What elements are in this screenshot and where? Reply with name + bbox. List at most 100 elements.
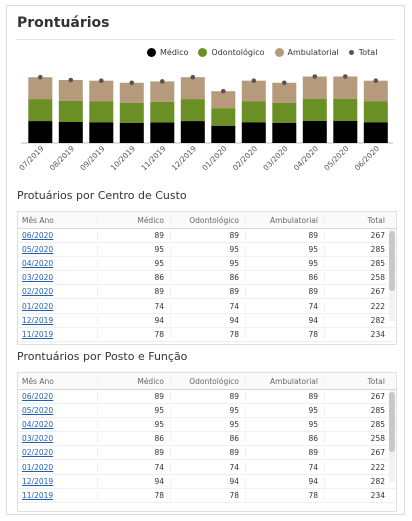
- table1-title: Protuários por Centro de Custo: [17, 189, 187, 202]
- total-point-5[interactable]: [190, 74, 196, 80]
- month-link[interactable]: 12/2019: [22, 315, 54, 325]
- bar-ambulatorial-11[interactable]: [363, 80, 388, 102]
- total-point-6[interactable]: [221, 88, 226, 94]
- month-link[interactable]: 01/2020: [22, 462, 54, 472]
- bar-ambulatorial-1[interactable]: [58, 80, 83, 101]
- column-header[interactable]: Mês Ano: [18, 376, 98, 386]
- total-point-1[interactable]: [68, 77, 74, 83]
- bar-ambulatorial-5[interactable]: [180, 77, 205, 100]
- bar-odontolgico-0[interactable]: [28, 99, 53, 121]
- table-cell: 267: [370, 287, 385, 297]
- table-row: 06/2020 89 89 89 267: [18, 229, 396, 244]
- month-link[interactable]: 02/2020: [22, 287, 54, 297]
- x-tick-label: 01/2020: [200, 144, 229, 173]
- month-link[interactable]: 06/2020: [22, 231, 54, 241]
- bar-odontolgico-4[interactable]: [150, 101, 175, 123]
- x-tick-label: 09/2019: [78, 144, 107, 173]
- table2-scrollbar[interactable]: [389, 390, 395, 482]
- column-header[interactable]: Odontológico: [171, 215, 246, 225]
- total-point-10[interactable]: [343, 74, 348, 79]
- bar-odontolgico-5[interactable]: [180, 99, 205, 121]
- column-header[interactable]: Médico: [98, 215, 171, 225]
- bar-mdico-0[interactable]: [28, 121, 53, 143]
- table-cell: 95: [246, 245, 325, 255]
- table-row: 04/2020 95 95 95 285: [18, 418, 396, 433]
- bar-ambulatorial-7[interactable]: [241, 80, 266, 102]
- bar-mdico-5[interactable]: [180, 121, 205, 143]
- total-point-11[interactable]: [373, 78, 379, 83]
- bar-ambulatorial-6[interactable]: [211, 91, 236, 109]
- bar-mdico-8[interactable]: [272, 122, 297, 143]
- month-link[interactable]: 02/2020: [22, 448, 54, 458]
- bar-odontolgico-7[interactable]: [241, 101, 266, 123]
- month-link[interactable]: 11/2019: [22, 490, 54, 500]
- bar-mdico-1[interactable]: [58, 122, 83, 143]
- total-point-3[interactable]: [129, 80, 135, 86]
- table-cell: 267: [370, 392, 385, 402]
- month-link[interactable]: 06/2020: [22, 392, 54, 402]
- table-cell-month: 05/2020: [18, 245, 98, 255]
- bar-mdico-4[interactable]: [150, 122, 175, 144]
- table-cell: 89: [98, 287, 171, 297]
- total-point-7[interactable]: [251, 78, 257, 83]
- total-point-8[interactable]: [282, 80, 287, 86]
- bar-ambulatorial-0[interactable]: [28, 77, 53, 100]
- bar-odontolgico-10[interactable]: [333, 98, 358, 121]
- bar-odontolgico-8[interactable]: [272, 102, 297, 123]
- total-point-9[interactable]: [312, 74, 318, 79]
- bar-odontolgico-2[interactable]: [89, 101, 114, 123]
- table2-scroll-thumb[interactable]: [389, 392, 395, 452]
- month-link[interactable]: 03/2020: [22, 273, 54, 283]
- table-cell: 94: [98, 476, 171, 486]
- column-header[interactable]: Ambulatorial: [246, 376, 325, 386]
- chart-legend: Médico Odontológico Ambulatorial Total: [147, 45, 387, 59]
- bar-ambulatorial-9[interactable]: [302, 76, 327, 99]
- total-point-4[interactable]: [160, 79, 165, 84]
- table1-scroll-thumb[interactable]: [389, 231, 395, 291]
- bar-odontolgico-9[interactable]: [302, 98, 327, 121]
- bar-ambulatorial-3[interactable]: [119, 82, 144, 103]
- table-cell-month: 03/2020: [18, 273, 98, 283]
- column-header[interactable]: Odontológico: [171, 376, 246, 386]
- month-link[interactable]: 05/2020: [22, 245, 54, 255]
- table-cell-month: 11/2019: [18, 490, 98, 500]
- bar-mdico-7[interactable]: [241, 122, 266, 143]
- bar-odontolgico-6[interactable]: [211, 108, 236, 126]
- month-link[interactable]: 11/2019: [22, 329, 54, 339]
- table-cell: 89: [171, 392, 246, 402]
- bar-mdico-10[interactable]: [333, 120, 358, 143]
- month-link[interactable]: 04/2020: [22, 420, 54, 430]
- bar-ambulatorial-2[interactable]: [89, 80, 114, 102]
- x-tick-label: 02/2020: [231, 144, 260, 173]
- table1-scrollbar[interactable]: [389, 229, 395, 321]
- total-point-0[interactable]: [38, 74, 43, 80]
- legend-label: Médico: [160, 47, 189, 57]
- bar-ambulatorial-4[interactable]: [150, 81, 175, 102]
- bar-mdico-6[interactable]: [211, 125, 236, 143]
- legend-swatch: [348, 49, 354, 55]
- column-header[interactable]: Ambulatorial: [246, 215, 325, 225]
- column-header[interactable]: Total: [367, 215, 385, 225]
- table-cell: 94: [246, 315, 325, 325]
- table-cell-month: 04/2020: [18, 420, 98, 430]
- month-link[interactable]: 01/2020: [22, 301, 54, 311]
- bar-odontolgico-3[interactable]: [119, 102, 144, 123]
- bar-odontolgico-1[interactable]: [58, 101, 83, 122]
- column-header[interactable]: Médico: [98, 376, 171, 386]
- table1-header: Mês Ano Médico Odontológico Ambulatorial Tot…: [18, 212, 396, 229]
- month-link[interactable]: 03/2020: [22, 434, 54, 444]
- column-header[interactable]: Total: [367, 376, 385, 386]
- bar-mdico-2[interactable]: [89, 122, 114, 143]
- bar-ambulatorial-8[interactable]: [272, 82, 297, 103]
- table-cell: 89: [171, 231, 246, 241]
- bar-odontolgico-11[interactable]: [363, 101, 388, 123]
- bar-mdico-11[interactable]: [363, 122, 388, 143]
- bar-mdico-3[interactable]: [119, 122, 144, 143]
- bar-ambulatorial-10[interactable]: [333, 76, 358, 99]
- bar-mdico-9[interactable]: [302, 120, 327, 143]
- month-link[interactable]: 12/2019: [22, 476, 54, 486]
- month-link[interactable]: 05/2020: [22, 406, 54, 416]
- total-point-2[interactable]: [99, 78, 104, 83]
- month-link[interactable]: 04/2020: [22, 259, 54, 269]
- column-header[interactable]: Mês Ano: [18, 215, 98, 225]
